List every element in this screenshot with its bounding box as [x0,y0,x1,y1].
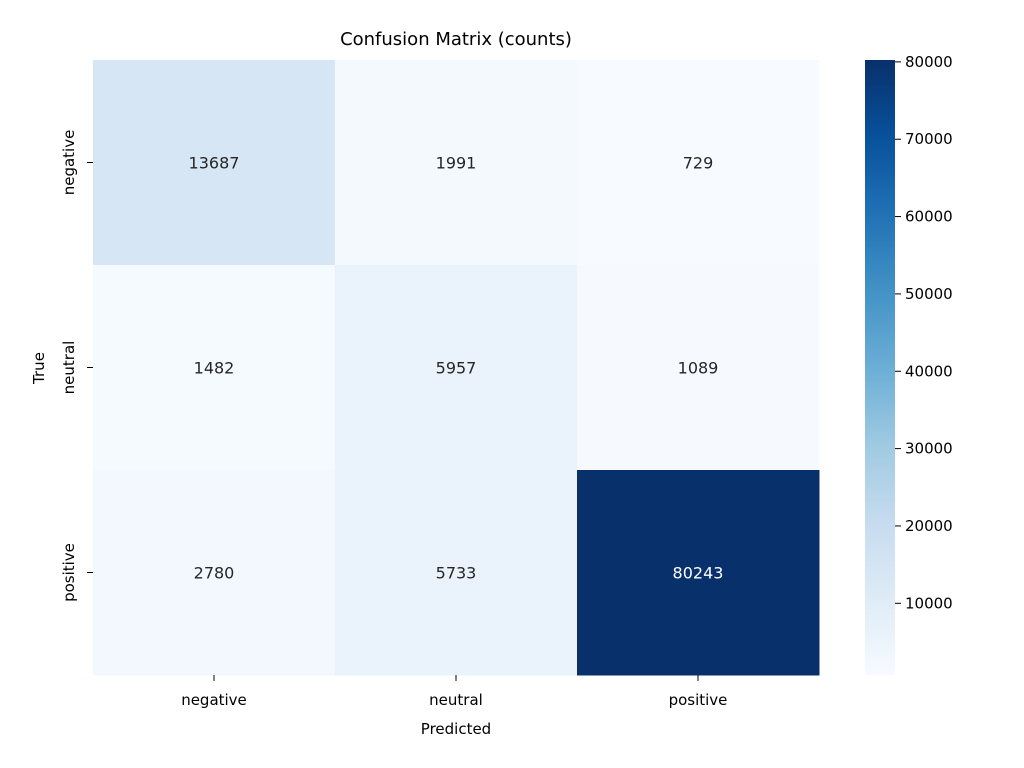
heatmap-cell [93,470,336,676]
heatmap-cell [335,470,578,676]
heatmap-cell [93,60,336,266]
heatmap-cell [577,60,820,266]
cell-value-label: 80243 [673,564,724,583]
x-tick-label: positive [669,691,728,709]
colorbar-tick-label: 40000 [905,362,953,380]
colorbar-tick-label: 80000 [905,53,953,71]
colorbar-ticks: 10000 20000 30000 40000 50000 60000 70000 80000 [895,53,953,612]
colorbar [865,60,895,675]
colorbar-tick-label: 60000 [905,208,953,226]
cell-value-label: 729 [683,154,714,173]
colorbar-tick-label: 50000 [905,285,953,303]
cell-value-label: 1482 [194,359,235,378]
heatmap-cell [335,60,578,266]
colorbar-tick-label: 10000 [905,594,953,612]
x-tick-label: neutral [429,691,483,709]
cell-value-label: 1991 [436,154,477,173]
chart-title: Confusion Matrix (counts) [340,29,572,50]
cell-value-label: 13687 [189,154,240,173]
cell-value-label: 2780 [194,564,235,583]
y-tick-label: negative [60,130,78,196]
y-axis-label: True [30,352,48,385]
x-axis-ticks: negative neutral positive [181,675,727,709]
x-tick-label: negative [181,691,247,709]
heatmap-cell [93,265,336,471]
colorbar-tick-label: 30000 [905,440,953,458]
heatmap-cells [93,60,820,676]
y-tick-label: neutral [60,341,78,395]
colorbar-tick-label: 70000 [905,130,953,148]
colorbar-tick-label: 20000 [905,517,953,535]
heatmap-cell [577,265,820,471]
cell-value-label: 1089 [678,359,719,378]
y-axis-ticks: negative neutral positive [60,130,93,602]
y-tick-label: positive [60,543,78,602]
heatmap-cell-labels: 13687 1991 729 1482 5957 1089 2780 5733 80243 [189,154,724,583]
cell-value-label: 5733 [436,564,477,583]
heatmap-cell [577,470,820,676]
heatmap-cell [335,265,578,471]
cell-value-label: 5957 [436,359,477,378]
x-axis-label: Predicted [421,720,491,738]
